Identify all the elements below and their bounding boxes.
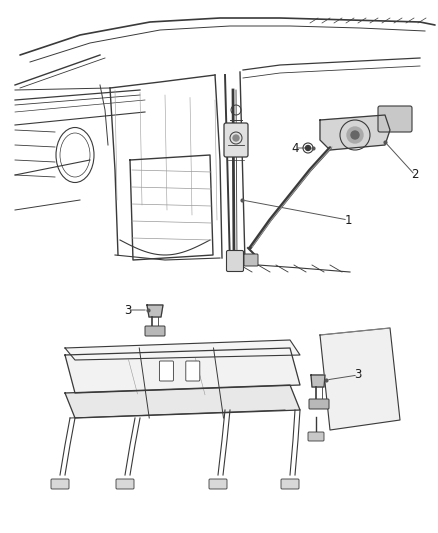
FancyBboxPatch shape: [281, 479, 299, 489]
FancyBboxPatch shape: [308, 432, 324, 441]
Polygon shape: [311, 375, 325, 387]
Polygon shape: [147, 305, 163, 317]
Text: 2: 2: [411, 168, 419, 182]
Text: 3: 3: [354, 368, 362, 382]
FancyBboxPatch shape: [145, 326, 165, 336]
Polygon shape: [65, 385, 300, 418]
FancyBboxPatch shape: [309, 399, 329, 409]
FancyBboxPatch shape: [116, 479, 134, 489]
Circle shape: [347, 127, 363, 143]
FancyBboxPatch shape: [378, 106, 412, 132]
Text: 3: 3: [124, 303, 132, 317]
FancyBboxPatch shape: [186, 361, 200, 381]
Text: 4: 4: [291, 141, 299, 155]
FancyBboxPatch shape: [224, 123, 248, 157]
Polygon shape: [320, 328, 400, 430]
Polygon shape: [65, 348, 300, 393]
FancyBboxPatch shape: [226, 251, 244, 271]
Circle shape: [233, 135, 239, 141]
Polygon shape: [65, 340, 300, 360]
Circle shape: [305, 146, 311, 150]
Polygon shape: [320, 115, 390, 150]
Text: 1: 1: [344, 214, 352, 227]
FancyBboxPatch shape: [209, 479, 227, 489]
FancyBboxPatch shape: [159, 361, 173, 381]
FancyBboxPatch shape: [51, 479, 69, 489]
Circle shape: [351, 131, 359, 139]
FancyBboxPatch shape: [244, 254, 258, 266]
